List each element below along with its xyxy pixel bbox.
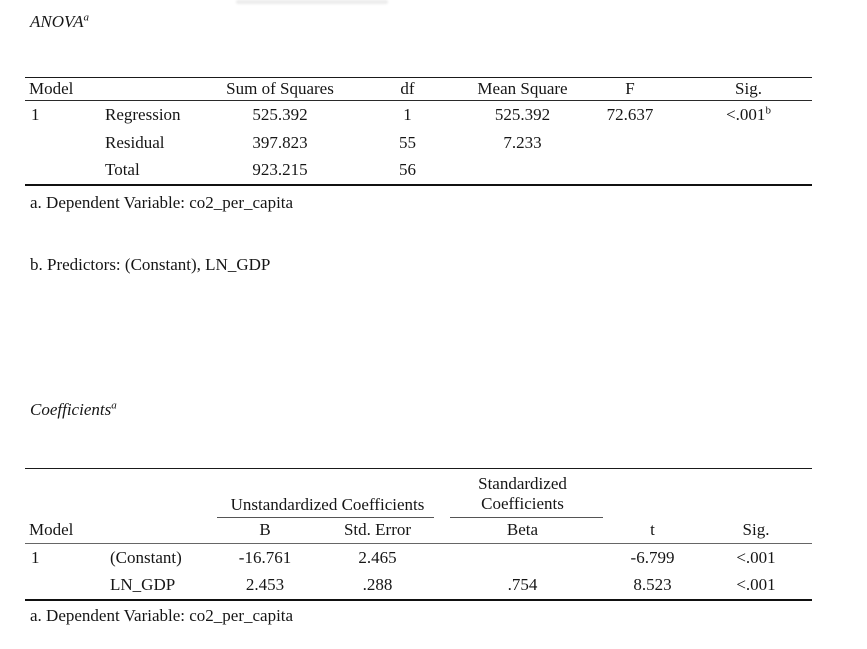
header-unstandardized-coefficients: Unstandardized Coefficients (215, 469, 440, 518)
coefficients-table-title: Coefficientsa (30, 400, 117, 420)
cell-df: 1 (403, 104, 412, 124)
coefficients-header-row: Model B Std. Error Beta t Sig. (25, 518, 812, 544)
cell-f (575, 157, 685, 185)
cell-model-number (25, 572, 105, 600)
sig-value: <.001 (726, 104, 766, 124)
spacer-cell (700, 469, 812, 518)
anova-header-sig: Sig. (735, 79, 762, 98)
coefficients-title-text: Coefficients (30, 400, 112, 419)
anova-header-df: df (400, 79, 415, 98)
cell-row-label: LN_GDP (110, 575, 176, 594)
table-row-constant: 1 (Constant) -16.761 2.465 -6.799 <.001 (25, 544, 812, 572)
cell-model-number: 1 (31, 104, 40, 124)
cell-sum-of-squares: 525.392 (252, 104, 308, 124)
cell-sig (685, 157, 812, 185)
cell-row-label: Regression (105, 104, 181, 124)
header-standardized-coefficients: Standardized Coefficients (440, 469, 605, 518)
cell-mean-square (470, 157, 575, 185)
standardized-coefficients-label: Standardized Coefficients (478, 473, 567, 513)
cell-row-label: Residual (105, 132, 165, 152)
coefficients-table: Unstandardized Coefficients Standardized… (25, 468, 812, 601)
coef-header-t: t (650, 520, 655, 540)
coefficients-footnote-a: a. Dependent Variable: co2_per_capita (30, 606, 294, 625)
cell-b: -16.761 (238, 547, 292, 567)
anova-title-superscript: a (83, 11, 90, 24)
cell-df: 56 (399, 160, 417, 179)
coef-header-std-error: Std. Error (343, 520, 412, 540)
cell-mean-square: 525.392 (494, 104, 551, 124)
sig-superscript: b (765, 104, 771, 117)
cell-sum-of-squares: 923.215 (252, 160, 308, 179)
unstandardized-underline (217, 516, 434, 518)
cell-row-label: Total (105, 160, 140, 179)
cell-mean-square: 7.233 (503, 132, 542, 152)
coef-header-sig: Sig. (742, 520, 770, 540)
anova-header-sum-of-squares: Sum of Squares (226, 79, 334, 98)
anova-header-f: F (625, 79, 635, 98)
cell-sig: <.001b (685, 101, 812, 129)
anova-table: Model Sum of Squares df Mean Square F Si… (25, 77, 813, 186)
cell-t: 8.523 (633, 575, 672, 594)
anova-footnote-a: a. Dependent Variable: co2_per_capita (30, 193, 294, 212)
table-row-total: Total 923.215 56 (25, 157, 813, 185)
coef-header-b: B (259, 520, 271, 540)
cell-f (575, 129, 685, 157)
cropped-text-artifact (236, 0, 388, 4)
table-row-ln-gdp: LN_GDP 2.453 .288 .754 8.523 <.001 (25, 572, 812, 600)
coef-header-beta: Beta (506, 520, 539, 540)
cell-f: 72.637 (606, 104, 654, 124)
anova-title-text: ANOVA (30, 12, 84, 31)
anova-header-mean-square: Mean Square (477, 79, 568, 98)
anova-footnote-b: b. Predictors: (Constant), LN_GDP (30, 255, 271, 274)
cell-b: 2.453 (245, 575, 285, 594)
standardized-underline (450, 516, 603, 518)
unstandardized-coefficients-label: Unstandardized Coefficients (230, 494, 425, 514)
cell-sum-of-squares: 397.823 (252, 132, 308, 152)
cell-std-error: .288 (362, 575, 393, 594)
table-row-residual: Residual 397.823 55 7.233 (25, 129, 812, 157)
anova-header-row: Model Sum of Squares df Mean Square F Si… (25, 77, 813, 101)
cell-beta (440, 544, 605, 572)
coefficients-span-header-row: Unstandardized Coefficients Standardized… (25, 468, 812, 518)
coefficients-title-superscript: a (111, 399, 117, 412)
spacer-cell (605, 469, 700, 518)
cell-sig: <.001 (736, 547, 776, 567)
cell-sig (685, 129, 812, 157)
table-row-regression: 1 Regression 525.392 1 525.392 72.637 <.… (25, 101, 812, 129)
cell-model-number: 1 (31, 547, 40, 567)
cell-sig: <.001 (736, 575, 776, 594)
cell-row-label: (Constant) (110, 547, 182, 567)
anova-header-model: Model (29, 79, 74, 98)
cell-model-number (25, 129, 105, 157)
spacer-cell (25, 469, 215, 518)
anova-table-title: ANOVAa (30, 12, 89, 32)
cell-df: 55 (399, 132, 417, 152)
cell-beta: .754 (507, 575, 538, 594)
coef-header-model: Model (29, 520, 74, 540)
cell-t: -6.799 (630, 547, 675, 567)
cell-std-error: 2.465 (358, 547, 397, 567)
cell-model-number (25, 157, 105, 185)
